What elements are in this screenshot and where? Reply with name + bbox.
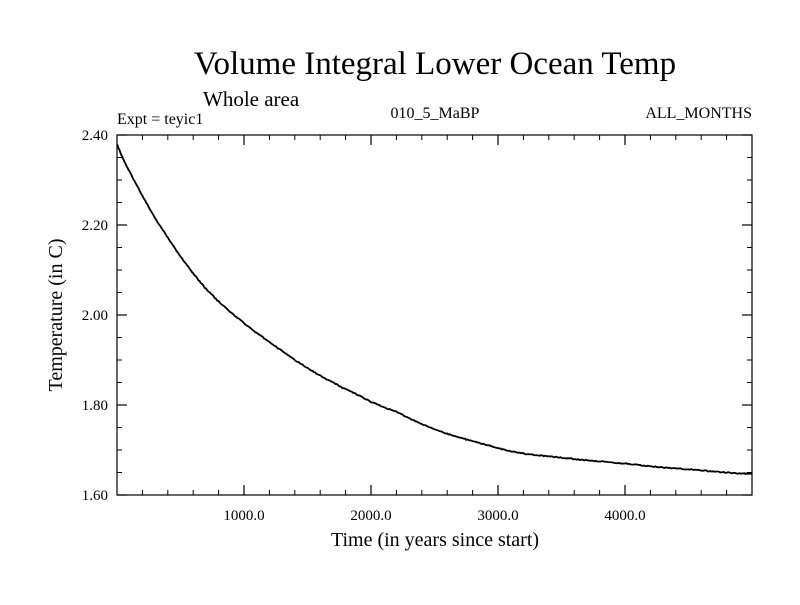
minor-ticks bbox=[117, 135, 752, 495]
y-tick-label: 1.80 bbox=[82, 398, 108, 414]
series-line bbox=[116, 143, 753, 475]
experiment-annotation: Expt = teyic1 bbox=[117, 111, 203, 128]
y-tick-label: 2.40 bbox=[82, 128, 108, 144]
y-tick-label: 2.20 bbox=[82, 218, 108, 234]
tick-labels: 1000.0 2000.0 3000.0 4000.0 1.60 1.80 2.00 2.20… bbox=[82, 128, 646, 524]
series-layer bbox=[116, 143, 753, 475]
x-tick-label: 1000.0 bbox=[223, 508, 264, 524]
x-tick-label: 3000.0 bbox=[477, 508, 518, 524]
x-tick-label: 4000.0 bbox=[604, 508, 645, 524]
x-tick-label: 2000.0 bbox=[350, 508, 391, 524]
y-tick-label: 2.00 bbox=[82, 308, 108, 324]
y-tick-label: 1.60 bbox=[82, 488, 108, 504]
major-ticks bbox=[117, 134, 752, 496]
chart-subtitle: Whole area bbox=[203, 87, 300, 111]
x-axis-label: Time (in years since start) bbox=[331, 529, 539, 551]
run-annotation: 010_5_MaBP bbox=[391, 105, 480, 122]
y-axis-label: Temperature (in C) bbox=[45, 239, 67, 392]
months-annotation: ALL_MONTHS bbox=[645, 105, 752, 122]
chart-title: Volume Integral Lower Ocean Temp bbox=[194, 46, 676, 82]
plot-frame bbox=[116, 134, 753, 496]
